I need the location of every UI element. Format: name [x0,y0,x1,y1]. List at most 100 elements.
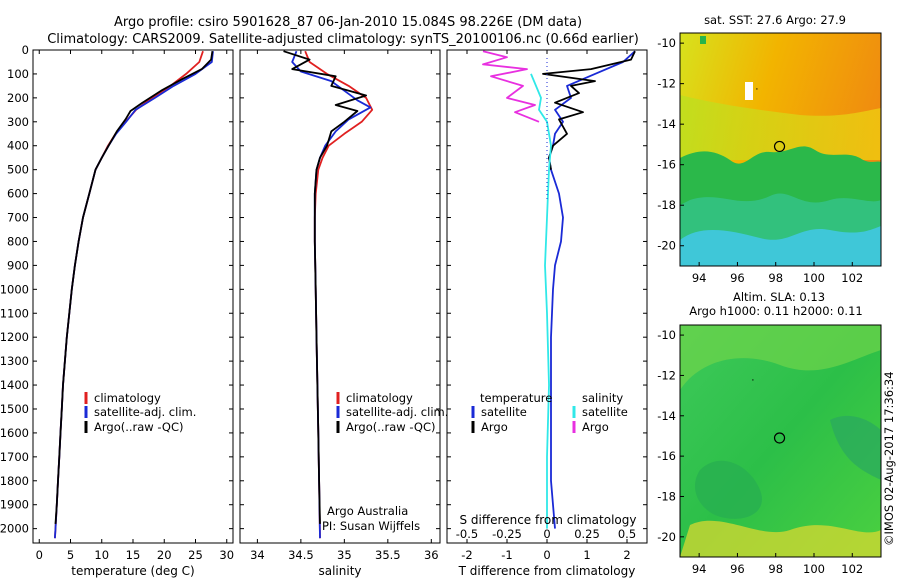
map-y-tick-label: -16 [657,449,676,463]
sla-map-image [680,325,881,557]
salinity-legend: climatology satellite-adj. clim. Argo(..… [336,391,448,434]
y-tick-label: 1700 [0,450,29,464]
map-x-tick-label: 98 [768,562,783,576]
sst-transition-band [680,95,881,160]
map-x-tick-label: 94 [692,271,707,285]
sla-low-patch [695,460,762,519]
y-tick-label: 1000 [0,282,29,296]
series-line-climatology [54,50,204,539]
pi-label: PI: Susan Wijffels [322,519,420,533]
y-tick-label: 200 [7,91,29,105]
y-tick-label: 300 [7,115,29,129]
sla-map-frame [679,324,882,558]
legend-argo: Argo(..raw -QC) [346,420,436,434]
x-tick-label: 36 [424,548,439,562]
top-x-tick-label: -0.5 [456,527,478,541]
map-x-tick-label: 100 [803,271,825,285]
legend-sal-argo: Argo [582,420,609,434]
x-tick-label: -1 [501,548,512,562]
map-x-tick-label: 98 [768,271,783,285]
top-x-tick-label: 0.25 [574,527,600,541]
map-y-tick-label: -12 [657,368,676,382]
temperature-panel-frame [32,49,234,544]
sst-map-axes: 94 96 98 100 102 -10 -12 -14 -16 -18 -20 [657,36,863,285]
x-tick-label: 0 [543,548,550,562]
map-y-tick-label: -14 [657,409,676,423]
map-y-tick-label: -10 [657,328,676,342]
difference-legend: temperature satellite Argo salinity sate… [471,391,628,434]
series-line-temperature-argo [542,50,636,170]
difference-plot: -2 -1 0 1 2 -0.5 -0.25 0 0.25 0.5 [447,49,647,562]
x-tick-label: 2 [623,548,630,562]
sst-missing-data [745,82,753,100]
temperature-legend: climatology satellite-adj. clim. Argo(..… [84,391,196,434]
sla-float-track-mark: ˙ [750,377,756,391]
map-y-tick-label: -18 [657,489,676,503]
legend-satellite: satellite-adj. clim. [94,405,196,419]
sst-map-image [680,33,881,266]
x-tick-label: 30 [219,548,234,562]
x-tick-label: 15 [126,548,141,562]
x-tick-label: 25 [188,548,203,562]
difference-xlabel: T difference from climatology [458,564,636,578]
series-line-argo-raw-qc- [283,50,368,524]
map-x-tick-label: 96 [730,562,745,576]
y-tick-label: 2000 [0,522,29,536]
salinity-panel-frame [239,49,441,544]
sla-high-band [680,325,881,390]
temperature-plot: 0100200300400500600700800900100011001200… [0,43,234,562]
y-tick-label: 1200 [0,330,29,344]
series-line-satellite-adj-clim- [54,51,214,539]
y-tick-label: 1400 [0,378,29,392]
legend-sal-satellite: satellite [582,405,628,419]
sla-argo-location-marker [773,432,786,444]
series-line-salinity-satellite [530,73,552,529]
x-tick-label: 35.5 [375,548,401,562]
legend-salinity-header: salinity [582,391,623,405]
figure-title-line1: Argo profile: csiro 5901628_87 06-Jan-20… [114,15,582,30]
temperature-xlabel: temperature (deg C) [71,564,194,578]
x-tick-label: 1 [583,548,590,562]
sla-map-title-line2: Argo h1000: 0.11 h2000: 0.11 [689,304,862,318]
sst-map-title: sat. SST: 27.6 Argo: 27.9 [704,13,846,27]
x-tick-label: 35 [337,548,352,562]
map-y-tick-label: -12 [657,77,676,91]
x-tick-label: 0 [36,548,43,562]
top-x-tick-label: -0.25 [492,527,522,541]
salinity-xlabel: salinity [318,564,361,578]
map-x-tick-label: 100 [803,562,825,576]
map-x-tick-label: 96 [730,271,745,285]
y-tick-label: 100 [7,67,29,81]
map-x-tick-label: 94 [692,562,707,576]
top-x-tick-label: 0 [543,527,550,541]
imos-credit: ©IMOS 02-Aug-2017 17:36:34 [882,371,896,546]
y-tick-label: 1100 [0,306,29,320]
top-x-tick-label: 0.5 [618,527,636,541]
legend-climatology: climatology [94,391,161,405]
x-tick-label: 10 [94,548,109,562]
y-tick-label: 400 [7,139,29,153]
sst-float-track-mark: ˙ [754,86,760,100]
y-tick-label: 1900 [0,498,29,512]
y-tick-label: 600 [7,187,29,201]
y-tick-label: 900 [7,258,29,272]
salinity-plot: 34 34.5 35 35.5 36 [240,49,440,562]
y-tick-label: 500 [7,163,29,177]
map-y-tick-label: -20 [657,530,676,544]
map-x-tick-label: 102 [841,271,863,285]
x-tick-label: 34.5 [288,548,314,562]
sst-argo-location-marker [773,140,786,153]
map-x-tick-label: 102 [841,562,863,576]
y-tick-label: 1500 [0,402,29,416]
sst-pixel-patch [700,36,706,44]
sst-map-frame [679,32,882,267]
legend-climatology: climatology [346,391,413,405]
map-y-tick-label: -20 [657,239,676,253]
map-y-tick-label: -18 [657,198,676,212]
sla-yellow-band [680,520,881,557]
map-y-tick-label: -14 [657,117,676,131]
x-tick-label: -2 [461,548,472,562]
y-tick-label: 700 [7,211,29,225]
legend-temp-satellite: satellite [481,405,527,419]
